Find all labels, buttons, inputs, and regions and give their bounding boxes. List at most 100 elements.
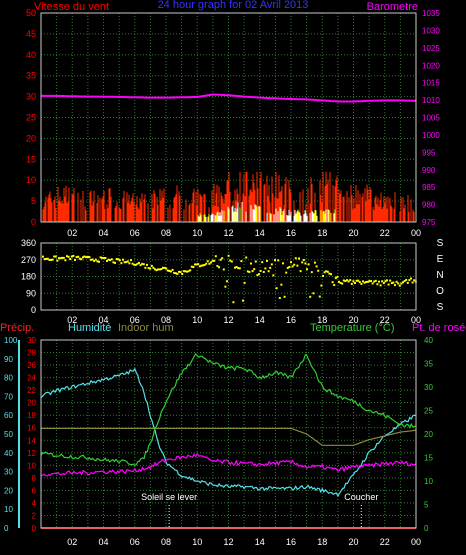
direction-point (240, 260, 243, 263)
direction-point (294, 257, 297, 260)
direction-point (304, 262, 307, 265)
precip-tick-label: 14 (27, 436, 36, 445)
direction-point (272, 274, 275, 277)
direction-point (237, 267, 240, 270)
direction-point (251, 270, 254, 273)
direction-point (315, 265, 318, 268)
direction-point (178, 270, 180, 273)
direction-point (330, 273, 332, 276)
x-tick-label: 18 (317, 315, 327, 325)
direction-point (82, 256, 84, 259)
direction-point (402, 281, 404, 284)
left-tick-label: 25 (26, 113, 36, 123)
direction-point (413, 279, 416, 282)
direction-point (155, 269, 158, 272)
direction-point (203, 263, 206, 266)
direction-point (285, 271, 288, 274)
direction-point (202, 264, 204, 267)
direction-point (128, 262, 131, 265)
x-tick-label: 22 (380, 537, 390, 547)
direction-point (296, 264, 299, 267)
direction-point (314, 261, 316, 264)
direction-tick-label: 0 (31, 305, 36, 315)
direction-point (258, 273, 260, 276)
x-tick-label: 02 (67, 228, 77, 238)
direction-point (411, 281, 414, 284)
direction-point (75, 256, 78, 259)
direction-point (77, 255, 80, 258)
direction-point (306, 268, 308, 271)
precip-tick-label: 0 (32, 524, 37, 533)
temperature-tick-label: 40 (424, 336, 433, 345)
direction-point (170, 270, 172, 273)
direction-point (408, 279, 411, 282)
temp-axes: 0102030405060708090100024681012141618202… (4, 336, 433, 547)
temp-grid (41, 339, 416, 529)
direction-point (93, 259, 96, 262)
barometer-label: Barometre (367, 1, 418, 13)
direction-point (59, 257, 62, 260)
direction-point (110, 258, 113, 261)
direction-point (126, 260, 129, 263)
direction-point (54, 255, 57, 258)
x-tick-label: 14 (255, 315, 265, 325)
direction-point (371, 282, 374, 285)
direction-point (360, 282, 363, 285)
direction-point (56, 259, 59, 262)
direction-point (349, 279, 352, 282)
direction-point (165, 267, 168, 270)
direction-point (384, 280, 387, 283)
direction-point (90, 258, 92, 261)
direction-point (282, 262, 284, 265)
left-tick-label: 20 (26, 133, 36, 143)
x-tick-label: 16 (286, 315, 296, 325)
direction-point (336, 275, 339, 278)
direction-point (362, 280, 364, 283)
direction-point (150, 264, 153, 267)
precip-tick-label: 26 (27, 361, 36, 370)
wind-speed-label: Vitesse du vent (34, 1, 109, 13)
direction-point (166, 269, 169, 272)
direction-point (264, 267, 267, 270)
wind-barometer-chart: Vitesse du vent 24 hour graph for 02 Avr… (26, 0, 440, 238)
precip-tick-label: 18 (27, 411, 36, 420)
direction-point (218, 266, 220, 269)
direction-point (192, 266, 195, 269)
direction-point (354, 282, 356, 285)
direction-point (270, 263, 273, 266)
humidity-tick-label: 0 (4, 524, 9, 533)
direction-point (160, 268, 163, 271)
x-tick-label: 08 (161, 315, 171, 325)
direction-point (342, 279, 345, 282)
direction-point (242, 299, 244, 302)
right-tick-label: 1035 (422, 9, 440, 18)
direction-point (366, 280, 369, 283)
direction-point (382, 282, 385, 285)
direction-point (277, 259, 280, 262)
direction-point (48, 258, 51, 261)
x-tick-label: 06 (130, 315, 140, 325)
direction-point (189, 269, 192, 272)
humidity-tick-label: 70 (4, 392, 13, 401)
x-tick-label: 00 (411, 228, 421, 238)
direction-point (83, 255, 86, 258)
compass-label: N (436, 270, 443, 281)
x-tick-label: 20 (348, 315, 358, 325)
direction-point (322, 274, 324, 277)
right-tick-label: 980 (422, 201, 436, 210)
direction-point (162, 266, 164, 269)
direction-point (70, 255, 73, 258)
direction-tick-label: 360 (21, 238, 36, 248)
compass-label: S (437, 238, 444, 249)
compass-label: O (436, 286, 444, 297)
direction-point (181, 273, 184, 276)
direction-point (134, 263, 137, 266)
direction-point (117, 258, 120, 261)
direction-point (232, 301, 235, 304)
x-tick-label: 00 (411, 315, 421, 325)
right-tick-label: 1025 (422, 44, 440, 53)
annotation-label: Soleil se lever (141, 492, 197, 502)
right-tick-label: 995 (422, 148, 436, 157)
direction-point (344, 280, 347, 283)
